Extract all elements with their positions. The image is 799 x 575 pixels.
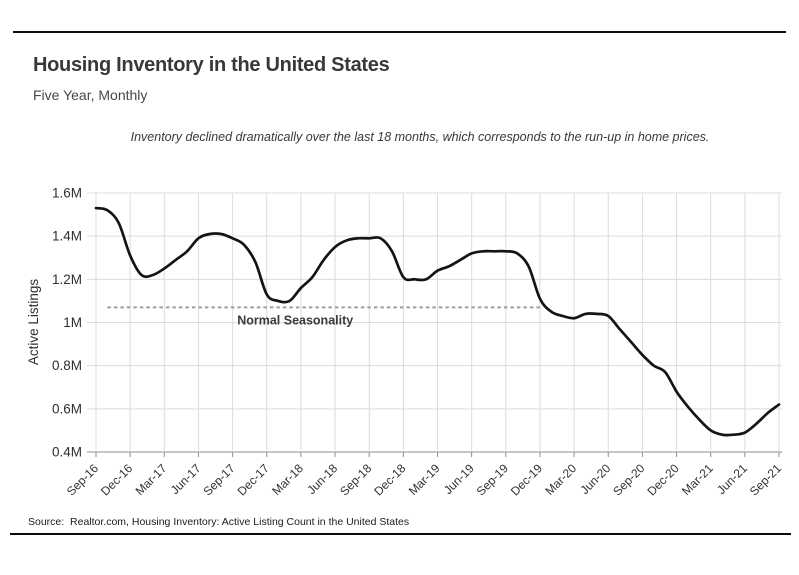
x-tick-label: Sep-19 xyxy=(474,461,511,498)
x-tick-label: Mar-19 xyxy=(406,461,443,498)
page-title: Housing Inventory in the United States xyxy=(33,54,390,76)
y-tick-label: 1.2M xyxy=(52,272,82,287)
x-tick-label: Sep-16 xyxy=(64,461,101,498)
page-subtitle: Five Year, Monthly xyxy=(33,87,148,103)
x-tick-label: Sep-21 xyxy=(747,461,784,498)
normal-seasonality-label: Normal Seasonality xyxy=(237,313,353,327)
y-tick-label: 0.4M xyxy=(52,445,82,460)
x-tick-label: Dec-19 xyxy=(508,461,545,498)
y-tick-label: 1.4M xyxy=(52,229,82,244)
x-tick-label: Jun-20 xyxy=(578,461,614,497)
y-tick-label: 0.6M xyxy=(52,401,82,416)
x-tick-label: Jun-21 xyxy=(714,461,750,497)
y-axis-title: Active Listings xyxy=(26,279,41,366)
x-tick-label: Mar-21 xyxy=(679,461,716,498)
x-tick-label: Sep-18 xyxy=(337,461,374,498)
x-tick-label: Sep-17 xyxy=(200,461,237,498)
top-rule xyxy=(13,31,786,33)
y-tick-label: 1.6M xyxy=(52,186,82,201)
x-tick-label: Dec-18 xyxy=(371,461,408,498)
x-tick-label: Dec-16 xyxy=(98,461,135,498)
inventory-line xyxy=(94,206,781,437)
x-tick-label: Mar-18 xyxy=(269,461,306,498)
x-tick-label: Mar-20 xyxy=(542,461,579,498)
x-tick-label: Dec-20 xyxy=(644,461,681,498)
x-tick-label: Mar-17 xyxy=(133,461,170,498)
x-tick-label: Jun-19 xyxy=(441,461,477,497)
chart-annotation-text: Inventory declined dramatically over the… xyxy=(130,130,710,144)
bottom-rule xyxy=(10,533,791,535)
y-tick-label: 1M xyxy=(63,315,82,330)
source-note: Source: Realtor.com, Housing Inventory: … xyxy=(28,516,410,528)
x-tick-label: Jun-17 xyxy=(168,461,204,497)
x-tick-label: Jun-18 xyxy=(304,461,340,497)
x-tick-label: Sep-20 xyxy=(610,461,647,498)
y-tick-label: 0.8M xyxy=(52,358,82,373)
x-tick-label: Dec-17 xyxy=(235,461,272,498)
